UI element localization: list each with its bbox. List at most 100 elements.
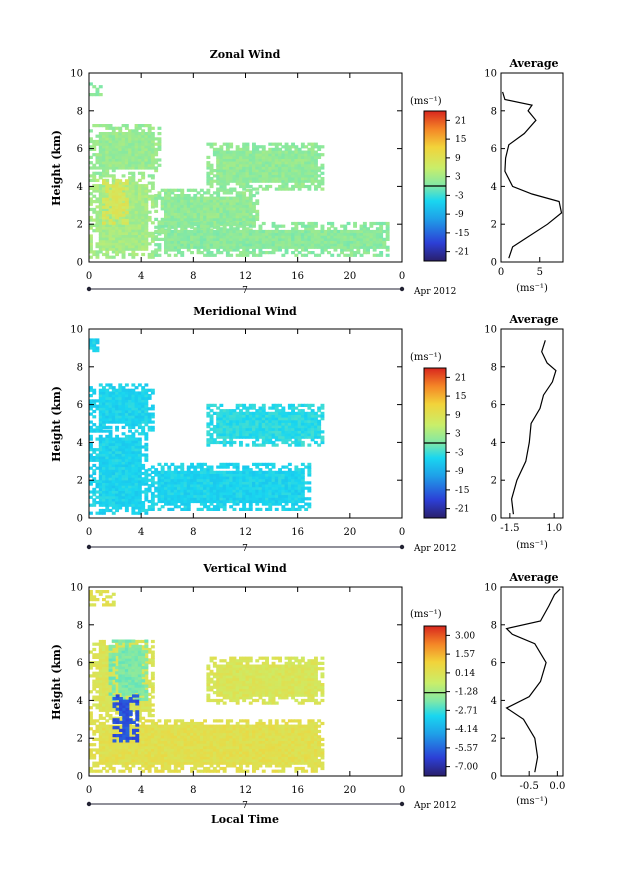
heatmap-cell (118, 440, 123, 444)
heatmap-cell (160, 486, 165, 490)
heatmap-cell (330, 229, 335, 234)
heatmap-cell (180, 481, 185, 485)
heatmap-cell (225, 237, 230, 241)
y-tick-label: 2 (77, 476, 83, 487)
heatmap-cell (284, 427, 289, 431)
heatmap-cell (118, 239, 123, 243)
heatmap-cell (111, 147, 116, 151)
heatmap-cell (164, 209, 168, 213)
heatmap-cell (232, 409, 237, 413)
heatmap-cell (229, 142, 234, 146)
heatmap-cell (92, 415, 97, 419)
heatmap-cell (137, 404, 142, 408)
heatmap-cell (108, 211, 113, 215)
heatmap-cell (137, 420, 142, 424)
heatmap-cell (209, 142, 214, 146)
heatmap-cell (98, 490, 103, 494)
heatmap-cell (258, 417, 263, 421)
heatmap-cell (105, 139, 110, 144)
heatmap-cell (121, 442, 126, 446)
heatmap-cell (193, 489, 198, 493)
heatmap-cell (111, 161, 116, 165)
heatmap-cell (118, 498, 123, 502)
heatmap-cell (115, 456, 119, 460)
heatmap-cell (115, 761, 119, 765)
heatmap-cell (105, 234, 110, 238)
heatmap-cell (177, 217, 181, 221)
heatmap-cell (150, 145, 155, 149)
heatmap-cell (134, 126, 139, 130)
heatmap-cell (137, 493, 142, 497)
heatmap-cell (300, 497, 305, 501)
heatmap-cell (137, 727, 142, 731)
heatmap-cell (170, 240, 175, 244)
heatmap-cell (362, 221, 367, 226)
heatmap-cell (314, 224, 318, 228)
heatmap-cell (320, 440, 325, 445)
heatmap-cell (105, 124, 110, 128)
heatmap-cell (356, 245, 361, 249)
heatmap-cell (225, 253, 230, 257)
heatmap-cell (141, 158, 146, 162)
heatmap-cell (111, 503, 116, 507)
heatmap-cell (216, 229, 221, 234)
heatmap-cell (89, 129, 93, 133)
heatmap-cell (164, 478, 168, 482)
heatmap-cell (317, 430, 322, 434)
heatmap-cell (141, 445, 146, 449)
heatmap-cell (284, 237, 289, 241)
heatmap-cell (144, 448, 149, 452)
heatmap-cell (144, 245, 149, 249)
heatmap-cell (232, 440, 237, 445)
heatmap-cell (281, 229, 286, 234)
heatmap-cell (108, 420, 113, 424)
heatmap-cell (225, 499, 230, 504)
heatmap-cell (255, 476, 260, 480)
heatmap-cell (105, 242, 110, 246)
heatmap-cell (261, 430, 266, 434)
heatmap-cell (219, 187, 224, 191)
heatmap-cell (248, 184, 253, 189)
heatmap-cell (242, 174, 247, 178)
heatmap-cell (225, 221, 230, 226)
heatmap-cell (229, 187, 234, 191)
heatmap-cell (144, 423, 149, 427)
heatmap-cell (89, 161, 93, 165)
heatmap-cell (98, 759, 103, 763)
heatmap-cell (274, 161, 279, 165)
heatmap-cell (225, 201, 230, 206)
heatmap-cell (124, 187, 129, 191)
heatmap-cell (307, 502, 312, 506)
heatmap-cell (180, 215, 185, 219)
heatmap-cell (105, 761, 110, 765)
heatmap-cell (304, 240, 309, 244)
heatmap-cell (255, 484, 260, 488)
heatmap-cell (108, 463, 113, 468)
heatmap-cell (327, 235, 331, 239)
heatmap-cell (356, 237, 361, 241)
heatmap-cell (102, 503, 106, 507)
heatmap-cell (212, 204, 217, 208)
heatmap-cell (274, 494, 279, 498)
heatmap-cell (268, 155, 273, 159)
heatmap-cell (180, 499, 185, 504)
heatmap-cell (255, 232, 260, 236)
heatmap-cell (268, 166, 273, 170)
heatmap-cell (105, 252, 110, 257)
heatmap-cell (121, 440, 126, 444)
heatmap-cell (134, 186, 139, 190)
heatmap-cell (271, 221, 276, 226)
heatmap-cell (193, 194, 198, 198)
heatmap-cell (115, 166, 119, 170)
heatmap-cell (245, 229, 250, 234)
heatmap-cell (108, 458, 113, 462)
heatmap-cell (186, 235, 191, 239)
heatmap-cell (137, 234, 142, 238)
heatmap-cell (102, 169, 106, 173)
heatmap-cell (245, 406, 250, 410)
heatmap-cell (124, 221, 129, 225)
heatmap-cell (248, 486, 253, 490)
heatmap-cell (291, 158, 295, 162)
heatmap-cell (128, 205, 132, 209)
heatmap-cell (225, 204, 230, 208)
